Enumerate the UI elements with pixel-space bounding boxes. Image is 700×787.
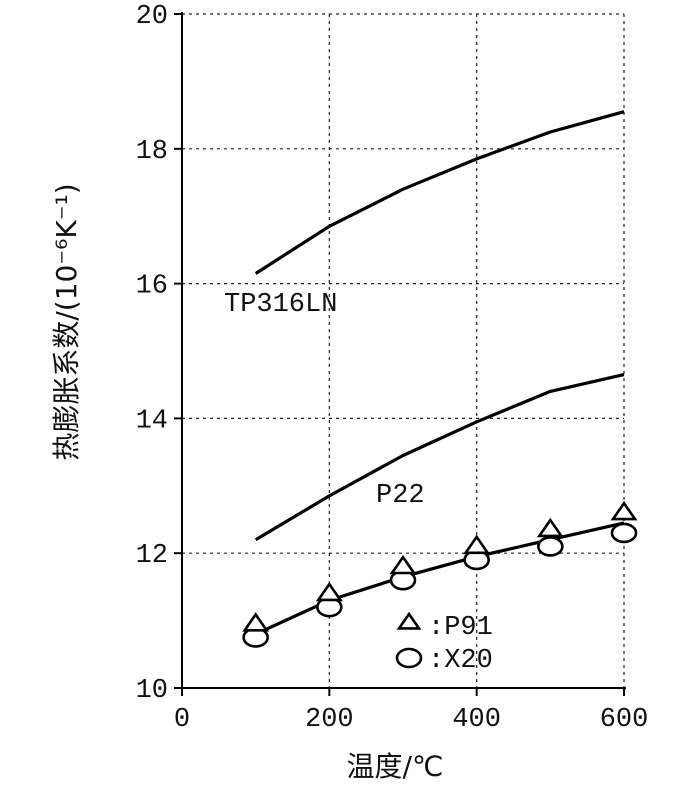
plot-area [242,110,638,648]
y-tick-label: 18 [136,137,168,167]
y-tick-label: 16 [136,272,168,302]
triangle-marker [610,500,638,521]
grid [182,13,625,688]
x-axis-title: 温度/℃ [347,750,444,783]
x-tick-label: 0 [174,705,190,735]
series-line [254,373,625,542]
x-tick-label: 600 [600,705,649,735]
y-tick-label: 20 [136,2,168,32]
triangle-marker [536,517,564,538]
y-tick-label: 14 [136,406,168,436]
curve-label: TP316LN [224,290,337,320]
y-axis-title: 热膨胀系数/(10⁻⁶K⁻¹) [50,183,83,460]
circle-marker [610,522,638,544]
triangle-marker [242,612,270,632]
legend-circle-marker [395,647,423,669]
axes [174,12,626,696]
triangle-marker [315,581,343,602]
legend-label: :P91 [428,613,493,643]
x-tick-label: 200 [305,705,354,735]
legend: :P91:X20 [395,611,493,676]
circle-marker [537,536,564,557]
curve-label: P22 [376,481,425,511]
x-tick-label: 400 [452,705,501,735]
series-line [254,110,625,275]
triangle-marker [463,534,491,555]
y-tick-label: 12 [136,541,168,571]
legend-label: :X20 [428,646,493,676]
triangle-marker [389,554,417,575]
y-tick-label: 10 [136,676,168,706]
curve-labels: TP316LN P22 [224,290,425,511]
legend-triangle-marker [396,611,422,630]
